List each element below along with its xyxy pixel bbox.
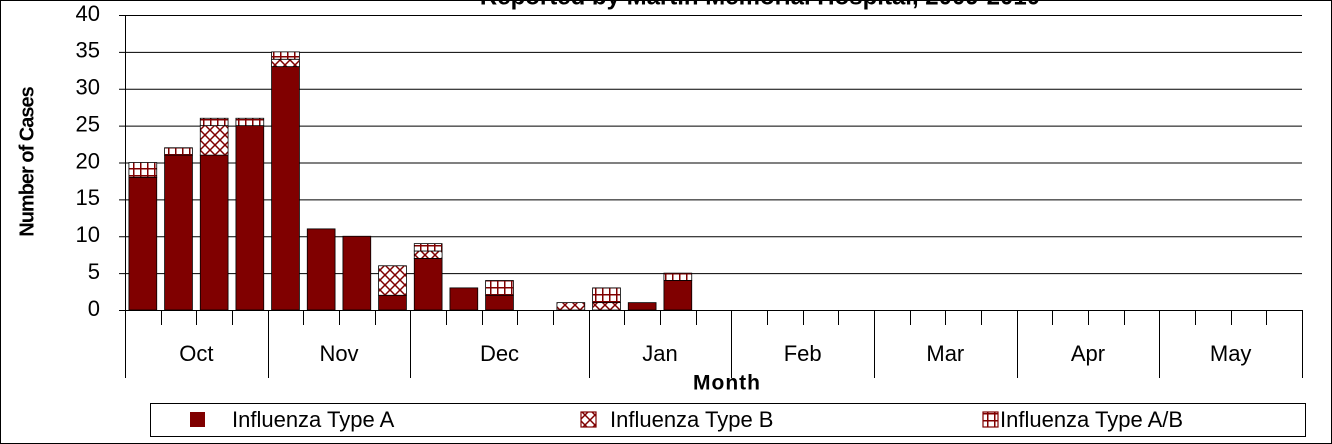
- legend-label: Influenza Type B: [610, 407, 774, 432]
- bar-segment: [449, 287, 479, 311]
- month-label: Oct: [179, 341, 213, 366]
- bar-segment: [271, 66, 300, 311]
- y-tick-label: 35: [76, 38, 100, 63]
- legend-label: Influenza Type A: [232, 407, 395, 432]
- x-axis-label: Month: [693, 372, 761, 395]
- bar-segment: [592, 302, 621, 311]
- legend-label: Influenza Type A/B: [1000, 407, 1183, 432]
- bar-segment: [663, 280, 693, 311]
- bar-segment: [485, 294, 514, 311]
- bar-segment: [378, 265, 407, 296]
- legend-swatch: [190, 412, 205, 427]
- bar-segment: [199, 117, 229, 127]
- bar-segment: [556, 302, 586, 311]
- month-label: May: [1210, 341, 1252, 366]
- bar-segment: [271, 58, 300, 68]
- bar-segment: [199, 154, 229, 311]
- bar-segment: [413, 257, 443, 311]
- bar-segment: [199, 125, 229, 156]
- chart-title: Reported by Martin Memorial Hospital, 20…: [480, 0, 1040, 10]
- bar-segment: [164, 154, 193, 311]
- y-axis-label: Number of Cases: [16, 86, 38, 236]
- y-tick-label: 25: [76, 111, 100, 136]
- bar-segment: [235, 125, 265, 311]
- bar-segment: [378, 294, 407, 311]
- legend-box: [150, 403, 1306, 437]
- y-tick-label: 5: [88, 259, 100, 284]
- bar-segment: [164, 147, 193, 156]
- y-tick-label: 30: [76, 75, 100, 100]
- bar-segment: [235, 117, 265, 127]
- bar-segment: [413, 243, 443, 252]
- bar-segment: [306, 228, 336, 311]
- y-tick-label: 15: [76, 185, 100, 210]
- month-label: Feb: [784, 341, 822, 366]
- bar-segment: [128, 162, 158, 178]
- month-label: Mar: [926, 341, 964, 366]
- bar-segment: [627, 302, 657, 311]
- bar-segment: [485, 280, 514, 296]
- month-label: Dec: [480, 341, 519, 366]
- y-tick-label: 20: [76, 148, 100, 173]
- bar-segment: [663, 272, 693, 281]
- month-label: Apr: [1071, 341, 1105, 366]
- month-label: Nov: [319, 341, 358, 366]
- bar-segment: [342, 235, 372, 311]
- bar-segment: [271, 51, 300, 60]
- month-label: Jan: [642, 341, 677, 366]
- legend-swatch: [580, 411, 597, 428]
- bar-segment: [128, 176, 158, 311]
- bar-segment: [413, 250, 443, 259]
- y-tick-label: 0: [88, 296, 100, 321]
- bar-segment: [592, 287, 621, 304]
- y-tick-label: 40: [76, 1, 100, 26]
- legend-swatch: [982, 411, 999, 428]
- y-tick-label: 10: [76, 222, 100, 247]
